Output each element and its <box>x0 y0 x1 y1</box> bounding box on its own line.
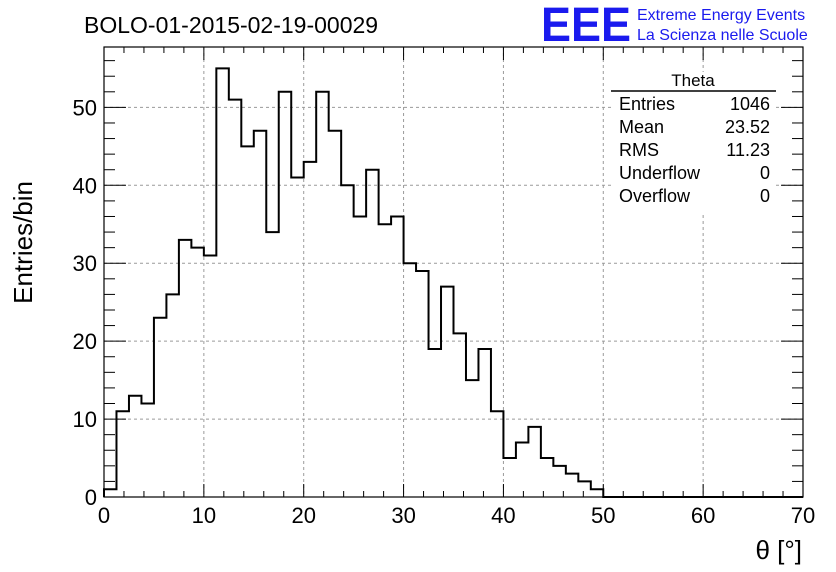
stats-value: 0 <box>760 186 770 206</box>
x-tick-label: 20 <box>291 503 315 528</box>
chart-title: BOLO-01-2015-02-19-00029 <box>84 12 378 38</box>
stats-value: 0 <box>760 163 770 183</box>
logo-mark: EEE <box>541 0 631 52</box>
logo-line-2: La Scienza nelle Scuole <box>637 27 808 44</box>
stats-box-title: Theta <box>671 71 715 90</box>
x-tick-label: 30 <box>391 503 415 528</box>
y-tick-label: 0 <box>85 485 97 510</box>
y-tick-label: 40 <box>73 173 97 198</box>
x-tick-label: 10 <box>192 503 216 528</box>
y-tick-label: 30 <box>73 251 97 276</box>
logo-line-1: Extreme Energy Events <box>637 7 805 24</box>
x-tick-label: 0 <box>98 503 110 528</box>
y-axis-label: Entries/bin <box>8 181 38 304</box>
x-tick-label: 50 <box>591 503 615 528</box>
y-tick-labels: 0 10 20 30 40 50 <box>73 95 97 510</box>
stats-value: 1046 <box>730 94 770 114</box>
stats-label: Mean <box>619 117 664 137</box>
y-tick-label: 20 <box>73 329 97 354</box>
stats-label: RMS <box>619 140 659 160</box>
stats-box-rows: Entries 1046 Mean 23.52 RMS 11.23 Underflow 0 Ov… <box>619 94 770 206</box>
stats-label: Entries <box>619 94 675 114</box>
axis-ticks <box>103 47 804 498</box>
stats-box: Theta Entries 1046 Mean 23.52 RMS 11.23 Underf… <box>611 71 776 212</box>
x-tick-label: 60 <box>691 503 715 528</box>
stats-value: 23.52 <box>725 117 770 137</box>
plot-frame <box>103 46 804 498</box>
stats-label: Overflow <box>619 186 691 206</box>
y-tick-label: 50 <box>73 95 97 120</box>
x-axis-label: θ [°] <box>755 535 802 565</box>
y-tick-label: 10 <box>73 407 97 432</box>
stats-label: Underflow <box>619 163 701 183</box>
logo: EEE Extreme Energy Events La Scienza nel… <box>541 0 808 52</box>
x-tick-label: 70 <box>791 503 815 528</box>
x-tick-labels: 0 10 20 30 40 50 60 70 <box>98 503 815 528</box>
stats-value: 11.23 <box>726 140 770 160</box>
stats-box-background <box>611 72 776 212</box>
x-tick-label: 40 <box>491 503 515 528</box>
